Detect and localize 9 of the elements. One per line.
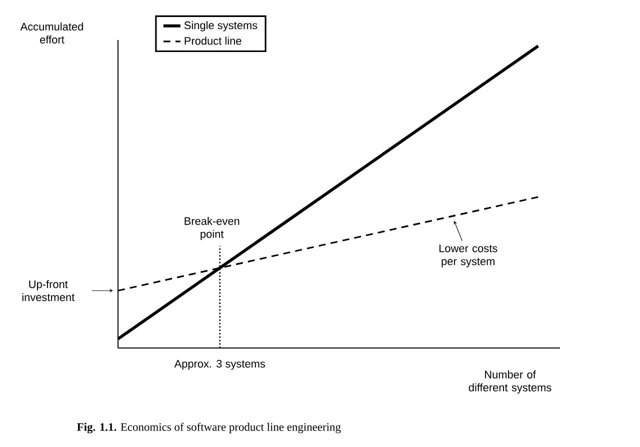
x-axis-title: Number of different systems bbox=[468, 370, 552, 394]
annotation: Up-front investment bbox=[22, 280, 75, 302]
text: Fig. 1.1. Economics of software product line engineering bbox=[77, 422, 341, 434]
annotation: Lower costs per system bbox=[439, 244, 498, 268]
y-axis-title: Accumulated effort bbox=[20, 22, 83, 44]
legend-label: Single systems bbox=[184, 21, 258, 32]
legend-label: Product line bbox=[184, 36, 242, 45]
text: Approx. 3 systems bbox=[174, 360, 266, 370]
annotation: Break-even point bbox=[184, 216, 240, 240]
